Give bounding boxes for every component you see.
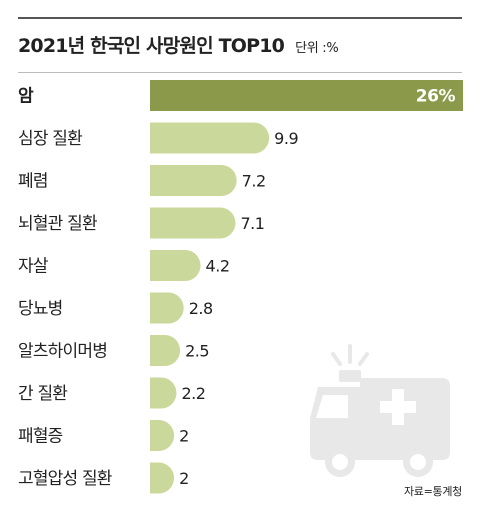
- unit-label: 단위 :%: [295, 41, 339, 56]
- bar-1: [150, 80, 463, 111]
- value-label-8: 2.2: [181, 384, 205, 403]
- bar-10: [150, 462, 175, 494]
- bar-3: [150, 165, 237, 196]
- header-divider: [18, 72, 462, 73]
- category-label-6: 당뇨병: [18, 299, 63, 319]
- ambulance-icon: [310, 344, 450, 477]
- chart-title: 2021년 한국인 사망원인 TOP10: [18, 35, 285, 57]
- category-label-9: 패혈증: [18, 427, 63, 447]
- value-label-5: 4.2: [206, 257, 230, 276]
- category-label-8: 간 질환: [18, 384, 67, 404]
- value-label-3: 7.2: [242, 172, 266, 191]
- category-label-10: 고혈압성 질환: [18, 469, 112, 489]
- category-label-1: 암: [18, 87, 34, 107]
- value-label-6: 2.8: [189, 299, 213, 318]
- bar-4: [150, 207, 236, 239]
- value-label-1: 26%: [416, 87, 456, 107]
- category-label-4: 뇌혈관 질환: [18, 214, 97, 234]
- category-label-5: 자살: [18, 257, 49, 277]
- bar-8: [150, 377, 177, 409]
- value-label-2: 9.9: [274, 129, 298, 148]
- bar-7: [150, 335, 181, 366]
- category-label-3: 폐렴: [18, 172, 48, 192]
- bar-5: [150, 250, 201, 281]
- bar-6: [150, 292, 184, 324]
- bar-2: [150, 122, 270, 154]
- source-note: 자료=통계청: [403, 485, 462, 498]
- category-label-7: 알츠하이머병: [18, 342, 107, 362]
- value-label-10: 2: [179, 469, 189, 488]
- bar-9: [150, 420, 175, 451]
- chart-header: 2021년 한국인 사망원인 TOP10 단위 :%: [18, 31, 339, 58]
- category-label-2: 심장 질환: [18, 129, 82, 149]
- top-rule: [18, 17, 462, 19]
- value-label-4: 7.1: [240, 214, 264, 233]
- value-label-7: 2.5: [185, 342, 209, 361]
- value-label-9: 2: [179, 427, 189, 446]
